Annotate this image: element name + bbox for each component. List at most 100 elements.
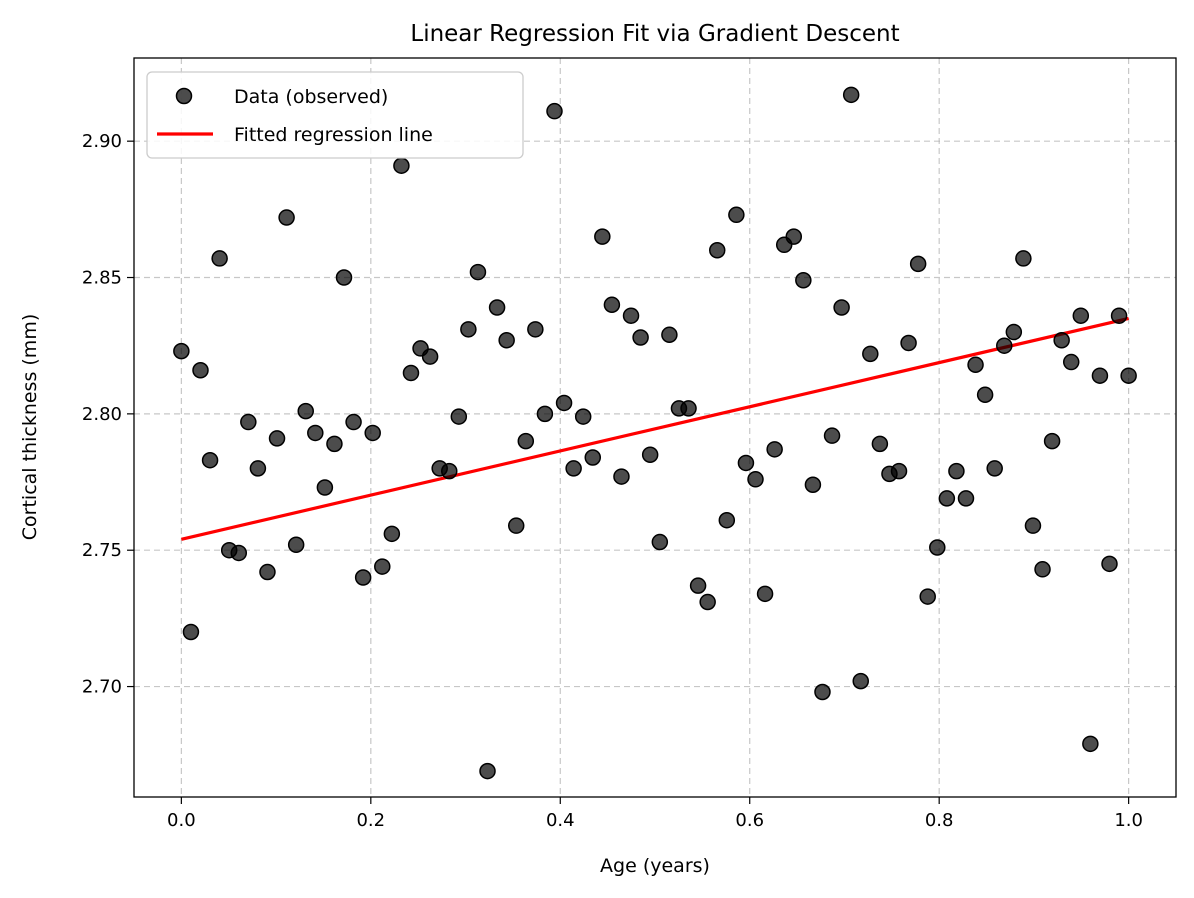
data-point — [1034, 561, 1051, 578]
y-tick-label: 2.70 — [82, 677, 122, 698]
data-point — [814, 683, 831, 701]
data-point — [632, 329, 649, 346]
data-point — [259, 563, 276, 581]
data-point — [584, 449, 602, 466]
data-point — [1015, 250, 1032, 267]
data-point — [536, 405, 554, 423]
y-tick-label: 2.75 — [82, 540, 122, 561]
data-point — [996, 337, 1013, 354]
data-point — [574, 408, 592, 425]
data-point — [421, 348, 439, 365]
data-point — [1110, 307, 1128, 324]
chart-title: Linear Regression Fit via Gradient Desce… — [410, 21, 899, 47]
data-point — [1091, 367, 1109, 384]
x-tick-label: 0.2 — [356, 810, 385, 831]
data-point — [345, 413, 362, 431]
y-tick-label: 2.90 — [82, 131, 122, 152]
data-point — [498, 331, 515, 349]
data-point — [661, 326, 678, 344]
data-point — [268, 430, 286, 447]
data-point — [641, 446, 659, 464]
data-point — [240, 413, 257, 431]
data-point — [173, 342, 190, 360]
data-point — [603, 296, 621, 314]
x-tick-label: 1.0 — [1114, 810, 1143, 831]
x-tick-label: 0.8 — [925, 810, 954, 831]
data-point — [546, 102, 563, 120]
legend-scatter-marker — [175, 87, 193, 105]
data-point — [364, 424, 381, 442]
legend: Data (observed) Fitted regression line — [146, 71, 524, 159]
data-point — [460, 321, 477, 338]
data-point — [249, 460, 267, 477]
data-point — [594, 228, 611, 245]
data-point — [718, 511, 736, 529]
data-point — [469, 263, 487, 281]
data-point — [393, 157, 410, 174]
data-point — [833, 299, 850, 316]
data-point — [622, 307, 640, 324]
data-point — [211, 250, 228, 267]
data-point — [737, 454, 755, 472]
data-point — [986, 460, 1003, 477]
data-point — [929, 539, 946, 556]
data-point — [316, 479, 334, 496]
y-axis-ticks: 2.70 2.75 2.80 2.85 2.90 — [82, 131, 134, 698]
data-point — [278, 209, 295, 226]
data-point — [182, 623, 200, 641]
data-point — [230, 544, 248, 562]
data-point — [938, 490, 956, 507]
data-point — [795, 271, 812, 289]
data-point — [957, 490, 975, 507]
data-point — [1005, 323, 1023, 341]
regression-line-layer — [181, 316, 1129, 541]
legend-label-data: Data (observed) — [234, 86, 388, 108]
data-point — [785, 228, 803, 245]
data-point — [766, 441, 783, 458]
data-point — [1082, 735, 1099, 753]
data-point — [1024, 517, 1042, 534]
data-point — [201, 451, 219, 469]
data-point — [450, 408, 468, 425]
data-point — [852, 672, 869, 690]
data-point — [479, 762, 496, 780]
data-point — [613, 468, 630, 485]
data-point — [287, 536, 305, 554]
data-point — [919, 588, 936, 605]
data-point — [948, 462, 965, 480]
x-tick-label: 0.4 — [546, 810, 575, 831]
data-point — [1062, 353, 1080, 371]
plot-frame — [133, 57, 1177, 798]
data-point — [689, 577, 707, 594]
data-point — [383, 525, 401, 543]
data-point — [488, 299, 506, 316]
data-point — [297, 402, 314, 420]
y-tick-label: 2.80 — [82, 404, 122, 425]
data-point — [862, 345, 879, 363]
data-point — [326, 435, 343, 453]
data-point — [909, 255, 927, 273]
data-point — [976, 386, 994, 404]
data-point — [842, 86, 860, 104]
y-axis-label: Cortical thickness (mm) — [19, 314, 41, 540]
data-point — [402, 364, 420, 382]
data-point — [354, 569, 372, 586]
data-point — [900, 334, 917, 352]
data-point — [756, 585, 774, 603]
data-point — [651, 533, 669, 551]
data-point — [871, 435, 889, 453]
data-point — [823, 427, 841, 444]
data-point — [728, 206, 745, 224]
legend-label-fit: Fitted regression line — [234, 124, 433, 146]
data-point — [517, 432, 535, 450]
data-point — [565, 460, 582, 477]
data-point — [555, 394, 573, 412]
data-point — [1072, 307, 1090, 324]
data-point — [335, 269, 353, 286]
x-axis-label: Age (years) — [600, 855, 710, 877]
data-point — [1043, 432, 1061, 450]
legend-box — [146, 71, 524, 159]
data-point — [441, 462, 458, 480]
data-point — [507, 517, 525, 534]
data-point — [699, 593, 716, 611]
